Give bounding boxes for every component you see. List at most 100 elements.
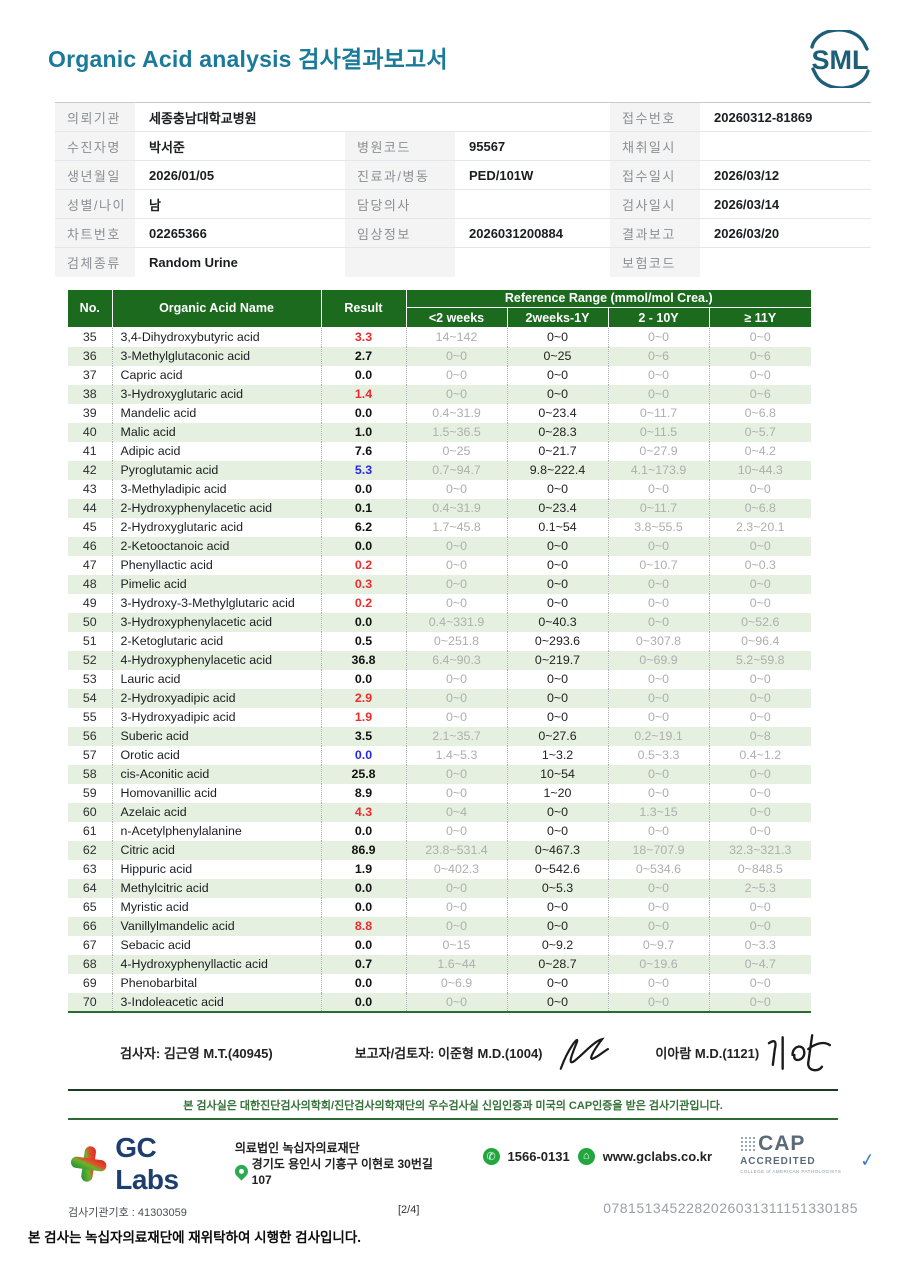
acid-no: 64 xyxy=(82,881,97,895)
acid-ref-1: 0~0 xyxy=(506,536,608,556)
acid-result: 25.8 xyxy=(320,764,406,784)
acid-row-47: 47 Phenyllactic acid 0.2 0~0 0~0 0~10.7 0~0.3 xyxy=(68,555,812,575)
acid-ref-2: 1.3~15 xyxy=(607,802,709,822)
col-header-age-0: <2 weeks xyxy=(405,307,508,328)
acid-result: 5.3 xyxy=(320,460,406,480)
info-label: 검사일시 xyxy=(610,189,700,219)
acid-no: 51 xyxy=(82,634,97,648)
patient-info-row: 성별/나이 남 담당의사 검사일시 2026/03/14 xyxy=(55,189,871,219)
acid-ref-3: 0~0 xyxy=(708,479,812,499)
acid-result: 0.0 xyxy=(320,897,406,917)
org-address: 경기도 용인시 기흥구 이현로 30번길 107 xyxy=(251,1156,433,1187)
acid-name: 2-Ketooctanoic acid xyxy=(111,536,321,556)
acid-no: 67 xyxy=(82,938,97,952)
org-code: 검사기관기호 : 41303059 xyxy=(68,1206,187,1219)
acid-ref-3: 0~0 xyxy=(708,916,812,936)
info-label: 접수번호 xyxy=(610,102,700,132)
acid-ref-3: 0~0 xyxy=(708,992,812,1013)
acid-result: 2.7 xyxy=(320,346,406,366)
acid-ref-0: 0~0 xyxy=(405,479,507,499)
acid-ref-1: 0~0 xyxy=(506,479,608,499)
acid-ref-3: 0~6 xyxy=(708,346,812,366)
acid-ref-3: 32.3~321.3 xyxy=(708,840,812,860)
acid-ref-3: 0~6 xyxy=(708,384,812,404)
acid-no: 60 xyxy=(82,805,97,819)
acid-name: 3-Methyladipic acid xyxy=(111,479,321,499)
acid-ref-2: 0~11.7 xyxy=(607,498,709,518)
acid-ref-0: 0~0 xyxy=(405,897,507,917)
acid-row-48: 48 Pimelic acid 0.3 0~0 0~0 0~0 0~0 xyxy=(68,574,812,594)
acid-row-50: 50 3-Hydroxyphenylacetic acid 0.0 0.4~331.9… xyxy=(68,612,812,632)
acid-row-46: 46 2-Ketooctanoic acid 0.0 0~0 0~0 0~0 0~0 xyxy=(68,536,812,556)
info-label: 보험코드 xyxy=(610,247,700,277)
acid-result: 0.5 xyxy=(320,631,406,651)
col-header-name: Organic Acid Name xyxy=(111,289,322,328)
acid-ref-3: 0~0 xyxy=(708,365,812,385)
info-value: 02265366 xyxy=(135,218,345,248)
acid-ref-0: 0~4 xyxy=(405,802,507,822)
acid-ref-3: 0~4.7 xyxy=(708,954,812,974)
info-label: 차트번호 xyxy=(55,218,135,248)
acid-ref-1: 9.8~222.4 xyxy=(506,460,608,480)
acid-ref-0: 0.4~31.9 xyxy=(405,403,507,423)
acid-ref-2: 0~0 xyxy=(607,878,709,898)
acid-name: 2-Ketoglutaric acid xyxy=(111,631,321,651)
acid-ref-1: 0~0 xyxy=(506,593,608,613)
acid-result: 1.9 xyxy=(320,707,406,727)
acid-no: 47 xyxy=(82,558,97,572)
info-value: 남 xyxy=(135,189,345,219)
acid-row-57: 57 Orotic acid 0.0 1.4~5.3 1~3.2 0.5~3.3 0.4~1… xyxy=(68,745,812,765)
acid-no: 55 xyxy=(82,710,97,724)
info-value xyxy=(455,248,610,277)
info-value: 세종충남대학교병원 xyxy=(135,102,610,132)
col-header-age-1: 2weeks-1Y xyxy=(506,307,609,328)
acid-result: 0.0 xyxy=(320,878,406,898)
acid-result: 0.3 xyxy=(320,574,406,594)
info-label: 담당의사 xyxy=(345,189,455,219)
results-section: No. Organic Acid Name Result Reference R… xyxy=(68,289,812,1013)
acid-result: 0.0 xyxy=(320,536,406,556)
acid-ref-0: 1.7~45.8 xyxy=(405,517,507,537)
acid-ref-0: 0~0 xyxy=(405,916,507,936)
acid-row-60: 60 Azelaic acid 4.3 0~4 0~0 1.3~15 0~0 xyxy=(68,802,812,822)
acid-ref-1: 0~28.7 xyxy=(506,954,608,974)
acid-ref-3: 0~5.7 xyxy=(708,422,812,442)
acid-ref-2: 0.2~19.1 xyxy=(607,726,709,746)
report-header: Organic Acid analysis 검사결과보고서 SML xyxy=(0,0,900,88)
acid-result: 0.2 xyxy=(320,555,406,575)
acid-ref-0: 0~6.9 xyxy=(405,973,507,993)
acid-ref-0: 0~0 xyxy=(405,688,507,708)
acid-ref-2: 0~0 xyxy=(607,821,709,841)
acid-ref-3: 0~0 xyxy=(708,821,812,841)
phone-icon: ✆ xyxy=(482,1147,500,1165)
info-value: 2026/03/12 xyxy=(700,160,871,190)
acid-no: 44 xyxy=(82,501,97,515)
acid-row-37: 37 Capric acid 0.0 0~0 0~0 0~0 0~0 xyxy=(68,365,812,385)
acid-result: 0.0 xyxy=(320,479,406,499)
acid-name: Homovanillic acid xyxy=(111,783,321,803)
acid-ref-3: 0~0.3 xyxy=(708,555,812,575)
acid-row-42: 42 Pyroglutamic acid 5.3 0.7~94.7 9.8~222.4 4… xyxy=(68,460,812,480)
footer: GC Labs 의료법인 녹십자의료재단 경기도 용인시 기흥구 이현로 30번… xyxy=(68,1132,877,1196)
acid-row-64: 64 Methylcitric acid 0.0 0~0 0~5.3 0~0 2~5.3 xyxy=(68,878,812,898)
acid-name: 3,4-Dihydroxybutyric acid xyxy=(111,327,321,347)
acid-name: cis-Aconitic acid xyxy=(111,764,321,784)
acid-ref-3: 0~0 xyxy=(708,574,812,594)
acid-ref-1: 0~0 xyxy=(506,916,608,936)
info-value: Random Urine xyxy=(149,254,238,270)
cap-checkmark-icon: ✓ xyxy=(858,1148,878,1171)
acid-row-49: 49 3-Hydroxy-3-Methylglutaric acid 0.2 0~0 0… xyxy=(68,593,812,613)
patient-info-row: 차트번호 02265366 임상정보 2026031200884 결과보고 2026/03… xyxy=(55,218,871,248)
acid-name: Capric acid xyxy=(111,365,321,385)
acid-result: 1.9 xyxy=(320,859,406,879)
acid-result: 0.0 xyxy=(320,365,406,385)
info-value: 2026/01/05 xyxy=(135,160,345,190)
acid-result: 2.9 xyxy=(320,688,406,708)
acid-ref-2: 0~0 xyxy=(607,593,709,613)
acid-ref-1: 0~28.3 xyxy=(506,422,608,442)
info-label: 수진자명 xyxy=(55,131,135,161)
info-label: 검체종류 xyxy=(55,247,135,277)
patient-info-row: 수진자명 박서준 병원코드 95567 채취일시 xyxy=(55,131,871,161)
info-value: 2026031200884 xyxy=(455,218,610,248)
acid-ref-3: 0~6.8 xyxy=(708,498,812,518)
